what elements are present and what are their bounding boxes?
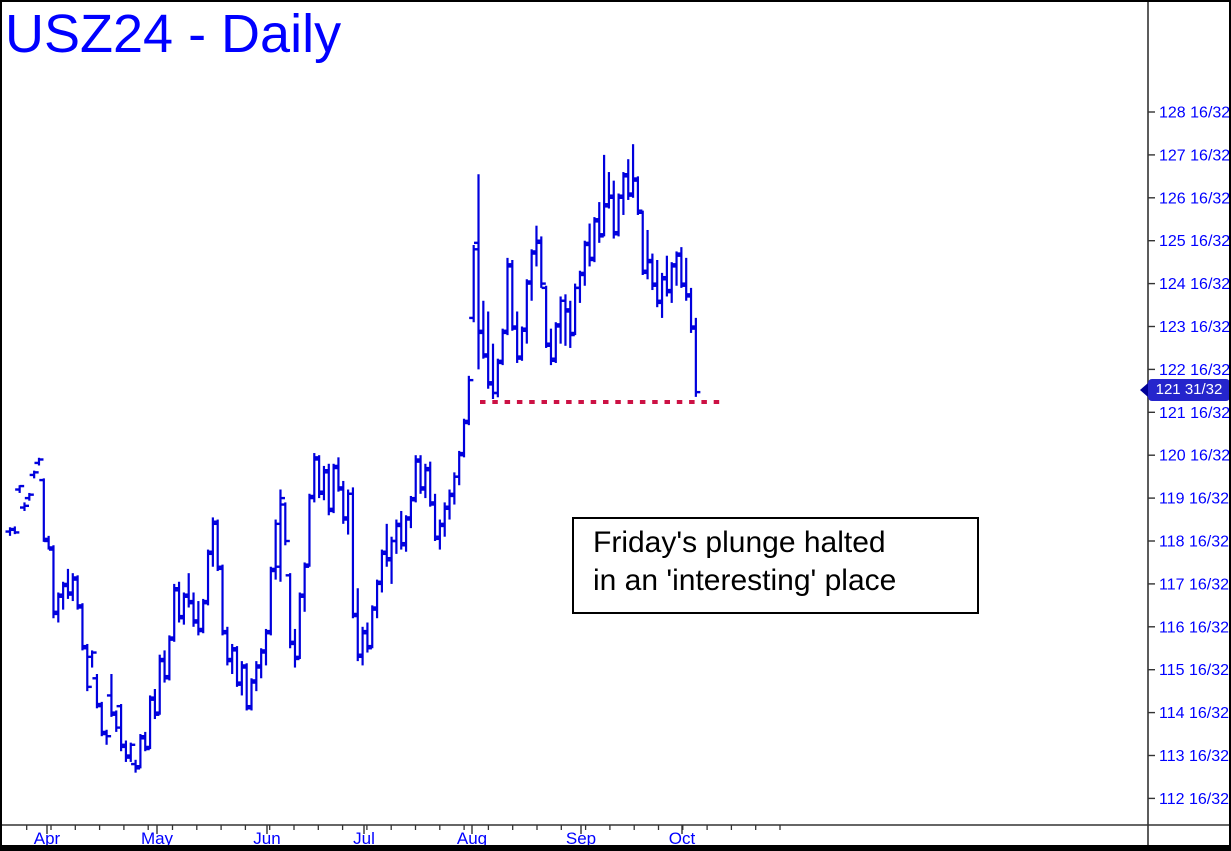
y-axis-label: 113 16/32 bbox=[1159, 748, 1229, 765]
month-label: Jun bbox=[253, 829, 280, 848]
y-axis-label: 123 16/32 bbox=[1159, 319, 1230, 336]
y-axis-label: 117 16/32 bbox=[1159, 576, 1229, 593]
annotation-line-2: in an 'interesting' place bbox=[593, 564, 897, 597]
month-label: Oct bbox=[669, 829, 696, 848]
bottom-border-band bbox=[2, 845, 1229, 851]
y-axis-label: 120 16/32 bbox=[1159, 448, 1230, 465]
y-axis-label: 115 16/32 bbox=[1159, 662, 1229, 679]
last-price-tag: 121 31/32 bbox=[1140, 379, 1229, 401]
y-axis-label: 128 16/32 bbox=[1159, 105, 1230, 122]
y-axis-label: 122 16/32 bbox=[1159, 362, 1230, 379]
last-price-tag-label: 121 31/32 bbox=[1155, 381, 1223, 398]
y-axis-label: 121 16/32 bbox=[1159, 405, 1230, 422]
chart-title: USZ24 - Daily bbox=[5, 4, 342, 64]
y-axis-label: 112 16/32 bbox=[1159, 791, 1229, 808]
y-axis-label: 124 16/32 bbox=[1159, 276, 1230, 293]
y-axis-label: 118 16/32 bbox=[1159, 534, 1229, 551]
y-axis-label: 125 16/32 bbox=[1159, 233, 1230, 250]
month-label: Jul bbox=[353, 829, 375, 848]
month-label: Sep bbox=[566, 829, 596, 848]
annotation-box: Friday's plunge halted in an 'interestin… bbox=[572, 517, 979, 614]
annotation-line-1: Friday's plunge halted bbox=[593, 526, 886, 559]
month-label: May bbox=[141, 829, 174, 848]
y-axis-label: 116 16/32 bbox=[1159, 619, 1229, 636]
y-axis-label: 126 16/32 bbox=[1159, 190, 1230, 207]
y-axis-label: 114 16/32 bbox=[1159, 705, 1229, 722]
y-axis-label: 127 16/32 bbox=[1159, 147, 1230, 164]
tag-pointer-icon bbox=[1140, 383, 1148, 397]
month-label: Aug bbox=[457, 829, 487, 848]
month-label: Apr bbox=[34, 829, 61, 848]
y-axis-label: 119 16/32 bbox=[1159, 491, 1229, 508]
